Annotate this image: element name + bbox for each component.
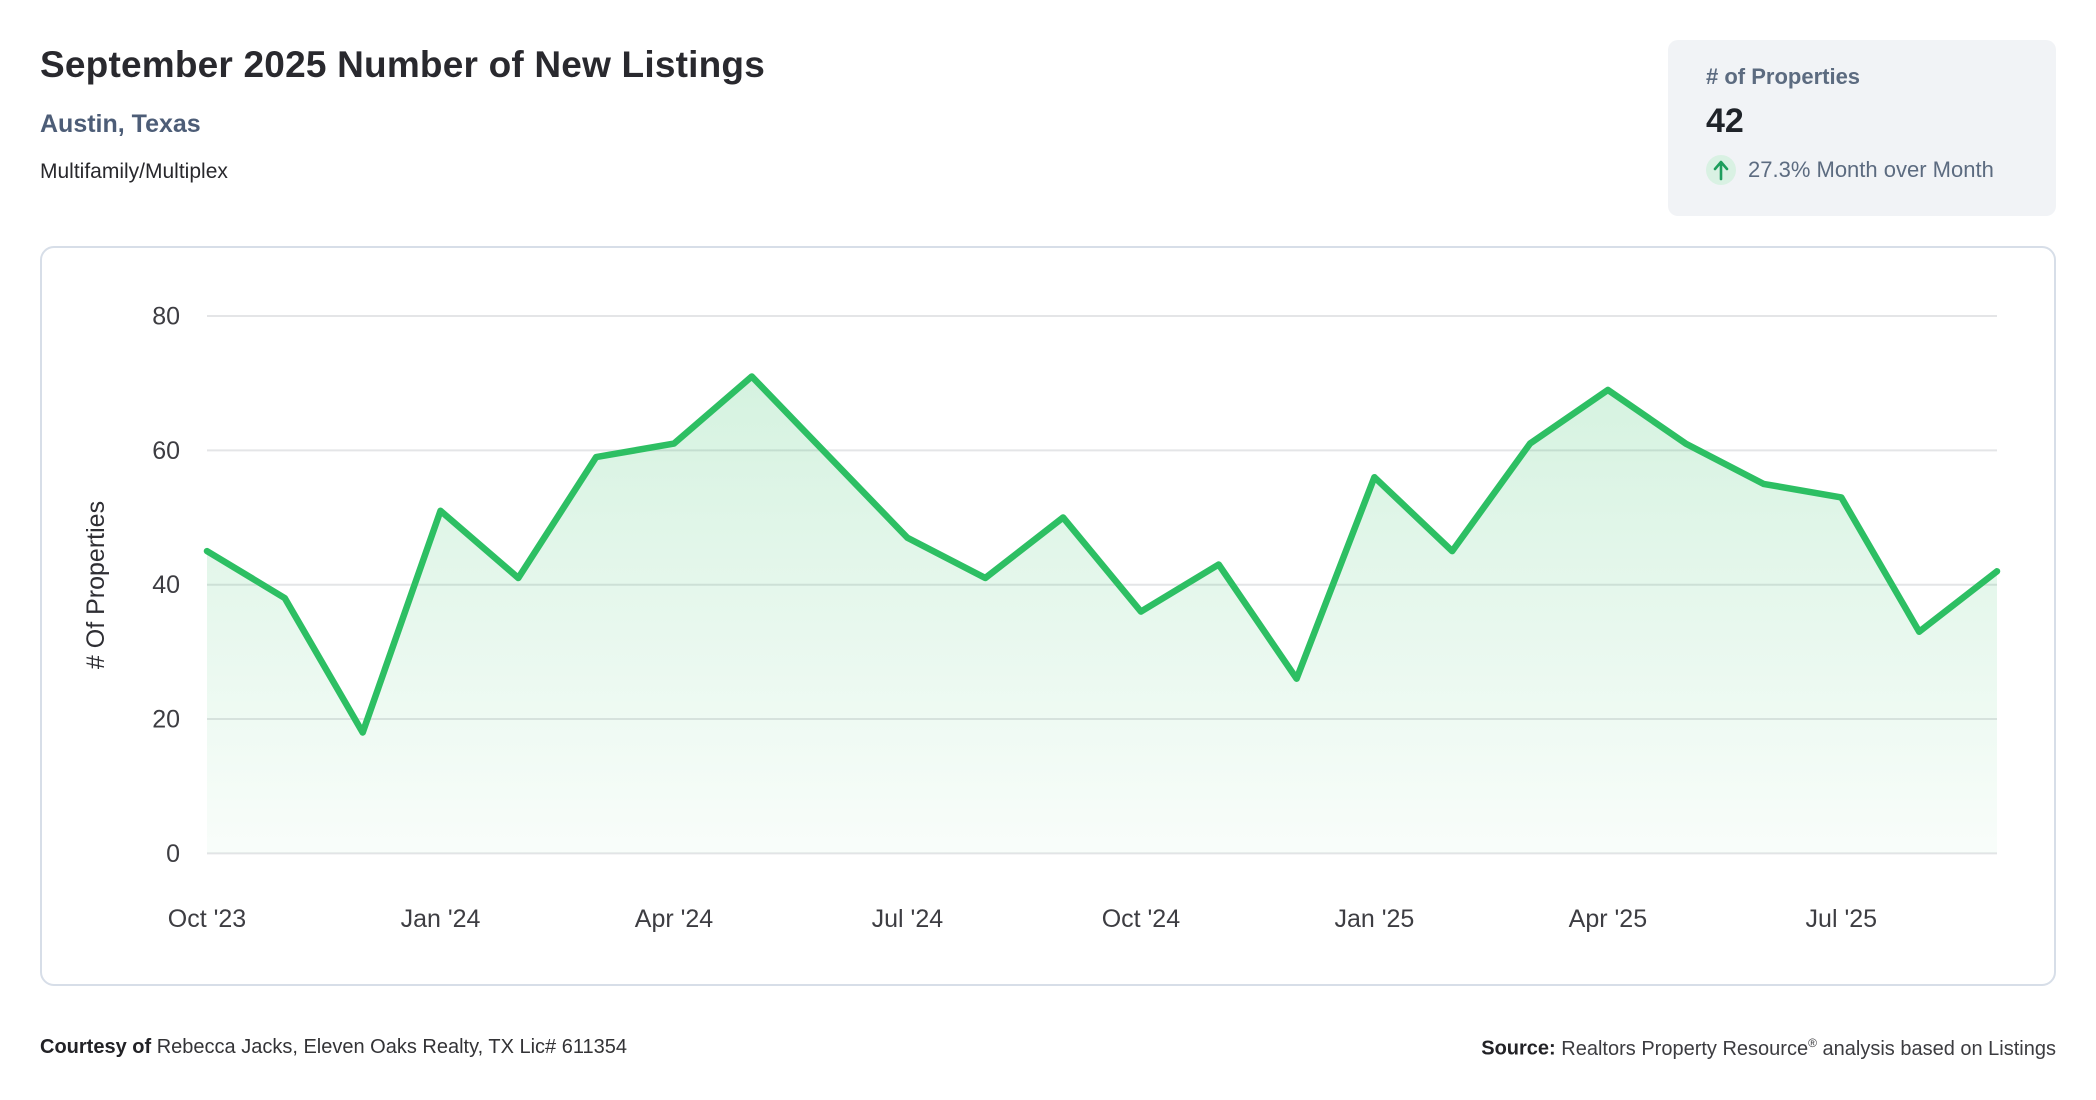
up-arrow-icon	[1706, 155, 1736, 185]
chart-panel: 0 20 40 60 80 Oct '23 Jan '24 Apr '24 Jul '24 Oct…	[40, 246, 2056, 986]
source-text: Realtors Property Resource	[1561, 1037, 1809, 1060]
courtesy-label: Courtesy of	[40, 1036, 152, 1058]
x-tick-label: Jan '24	[401, 905, 481, 933]
x-tick-labels: Oct '23 Jan '24 Apr '24 Jul '24 Oct '24 Jan '…	[168, 905, 1877, 933]
footer-courtesy: Courtesy of Rebecca Jacks, Eleven Oaks Re…	[40, 1036, 627, 1059]
x-tick-label: Oct '23	[168, 905, 246, 933]
registered-symbol: ®	[1808, 1036, 1817, 1050]
y-tick-label: 80	[152, 303, 180, 331]
source-text-tail: analysis based on Listings	[1822, 1037, 2056, 1060]
y-axis-title: # Of Properties	[82, 501, 110, 669]
x-tick-label: Jul '24	[872, 905, 944, 933]
trend-line	[203, 373, 2001, 736]
x-tick-label: Jul '25	[1806, 905, 1877, 933]
stat-card-trend: 27.3% Month over Month	[1706, 155, 2026, 185]
stat-card: # of Properties 42 27.3% Month over Mont…	[1668, 40, 2056, 216]
stat-card-label: # of Properties	[1706, 64, 1861, 89]
footer-source: Source: Realtors Property Resource® analys…	[1481, 1036, 2056, 1061]
stat-card-value: 42	[1706, 102, 1744, 140]
x-tick-label: Oct '24	[1102, 905, 1181, 933]
y-tick-label: 20	[152, 706, 180, 734]
property-type-label: Multifamily/Multiplex	[40, 160, 228, 183]
trend-text: 27.3% Month over Month	[1748, 157, 1994, 182]
y-tick-labels: 0 20 40 60 80	[152, 303, 180, 868]
x-tick-label: Apr '24	[635, 905, 714, 933]
location-subtitle: Austin, Texas	[40, 110, 201, 138]
y-tick-label: 40	[152, 571, 180, 599]
x-tick-label: Apr '25	[1569, 905, 1647, 933]
source-label: Source:	[1481, 1037, 1556, 1060]
area-fill	[207, 376, 1997, 854]
y-tick-label: 0	[166, 840, 180, 868]
courtesy-text: Rebecca Jacks, Eleven Oaks Realty, TX Li…	[156, 1036, 627, 1058]
y-tick-label: 60	[152, 437, 180, 465]
page-title: September 2025 Number of New Listings	[40, 44, 765, 85]
x-tick-label: Jan '25	[1334, 905, 1414, 933]
